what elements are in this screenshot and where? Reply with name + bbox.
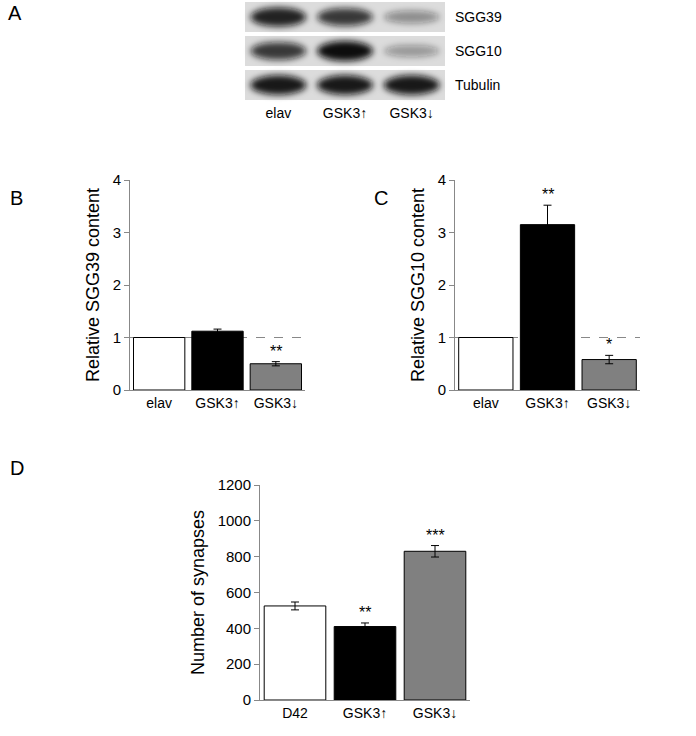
svg-text:GSK3↑: GSK3↑ [195, 395, 239, 411]
svg-text:**: ** [542, 186, 554, 203]
svg-text:1200: 1200 [218, 476, 251, 493]
svg-text:GSK3↓: GSK3↓ [389, 105, 433, 121]
svg-text:GSK3↑: GSK3↑ [525, 395, 569, 411]
svg-text:C: C [374, 187, 388, 209]
svg-text:1000: 1000 [218, 512, 251, 529]
svg-text:4: 4 [438, 171, 446, 188]
svg-text:200: 200 [226, 655, 251, 672]
svg-text:400: 400 [226, 620, 251, 637]
svg-text:1: 1 [438, 329, 446, 346]
svg-text:Number of synapses: Number of synapses [188, 510, 208, 675]
svg-text:3: 3 [438, 224, 446, 241]
svg-text:4: 4 [113, 171, 121, 188]
svg-text:Tubulin: Tubulin [455, 77, 500, 93]
svg-text:0: 0 [113, 381, 121, 398]
svg-text:GSK3↓: GSK3↓ [587, 395, 631, 411]
svg-text:D42: D42 [282, 705, 308, 721]
svg-text:0: 0 [243, 691, 251, 708]
svg-text:SGG39: SGG39 [455, 9, 502, 25]
svg-text:*: * [606, 336, 612, 353]
svg-text:B: B [10, 187, 23, 209]
svg-text:600: 600 [226, 584, 251, 601]
svg-text:SGG10: SGG10 [455, 43, 502, 59]
svg-text:3: 3 [113, 224, 121, 241]
svg-text:***: *** [426, 527, 445, 544]
svg-text:1: 1 [113, 329, 121, 346]
svg-text:elav: elav [265, 105, 291, 121]
svg-text:**: ** [270, 343, 282, 360]
svg-text:800: 800 [226, 548, 251, 565]
svg-text:GSK3↑: GSK3↑ [343, 705, 387, 721]
svg-text:**: ** [359, 604, 371, 621]
svg-text:D: D [10, 457, 24, 479]
svg-text:2: 2 [438, 276, 446, 293]
svg-text:GSK3↑: GSK3↑ [323, 105, 367, 121]
svg-text:GSK3↓: GSK3↓ [413, 705, 457, 721]
svg-text:Relative SGG39 content: Relative SGG39 content [83, 188, 103, 382]
svg-text:A: A [8, 2, 22, 24]
svg-text:GSK3↓: GSK3↓ [254, 395, 298, 411]
svg-text:elav: elav [146, 395, 172, 411]
svg-text:Relative SGG10 content: Relative SGG10 content [408, 188, 428, 382]
svg-text:elav: elav [473, 395, 499, 411]
svg-text:2: 2 [113, 276, 121, 293]
svg-text:0: 0 [438, 381, 446, 398]
